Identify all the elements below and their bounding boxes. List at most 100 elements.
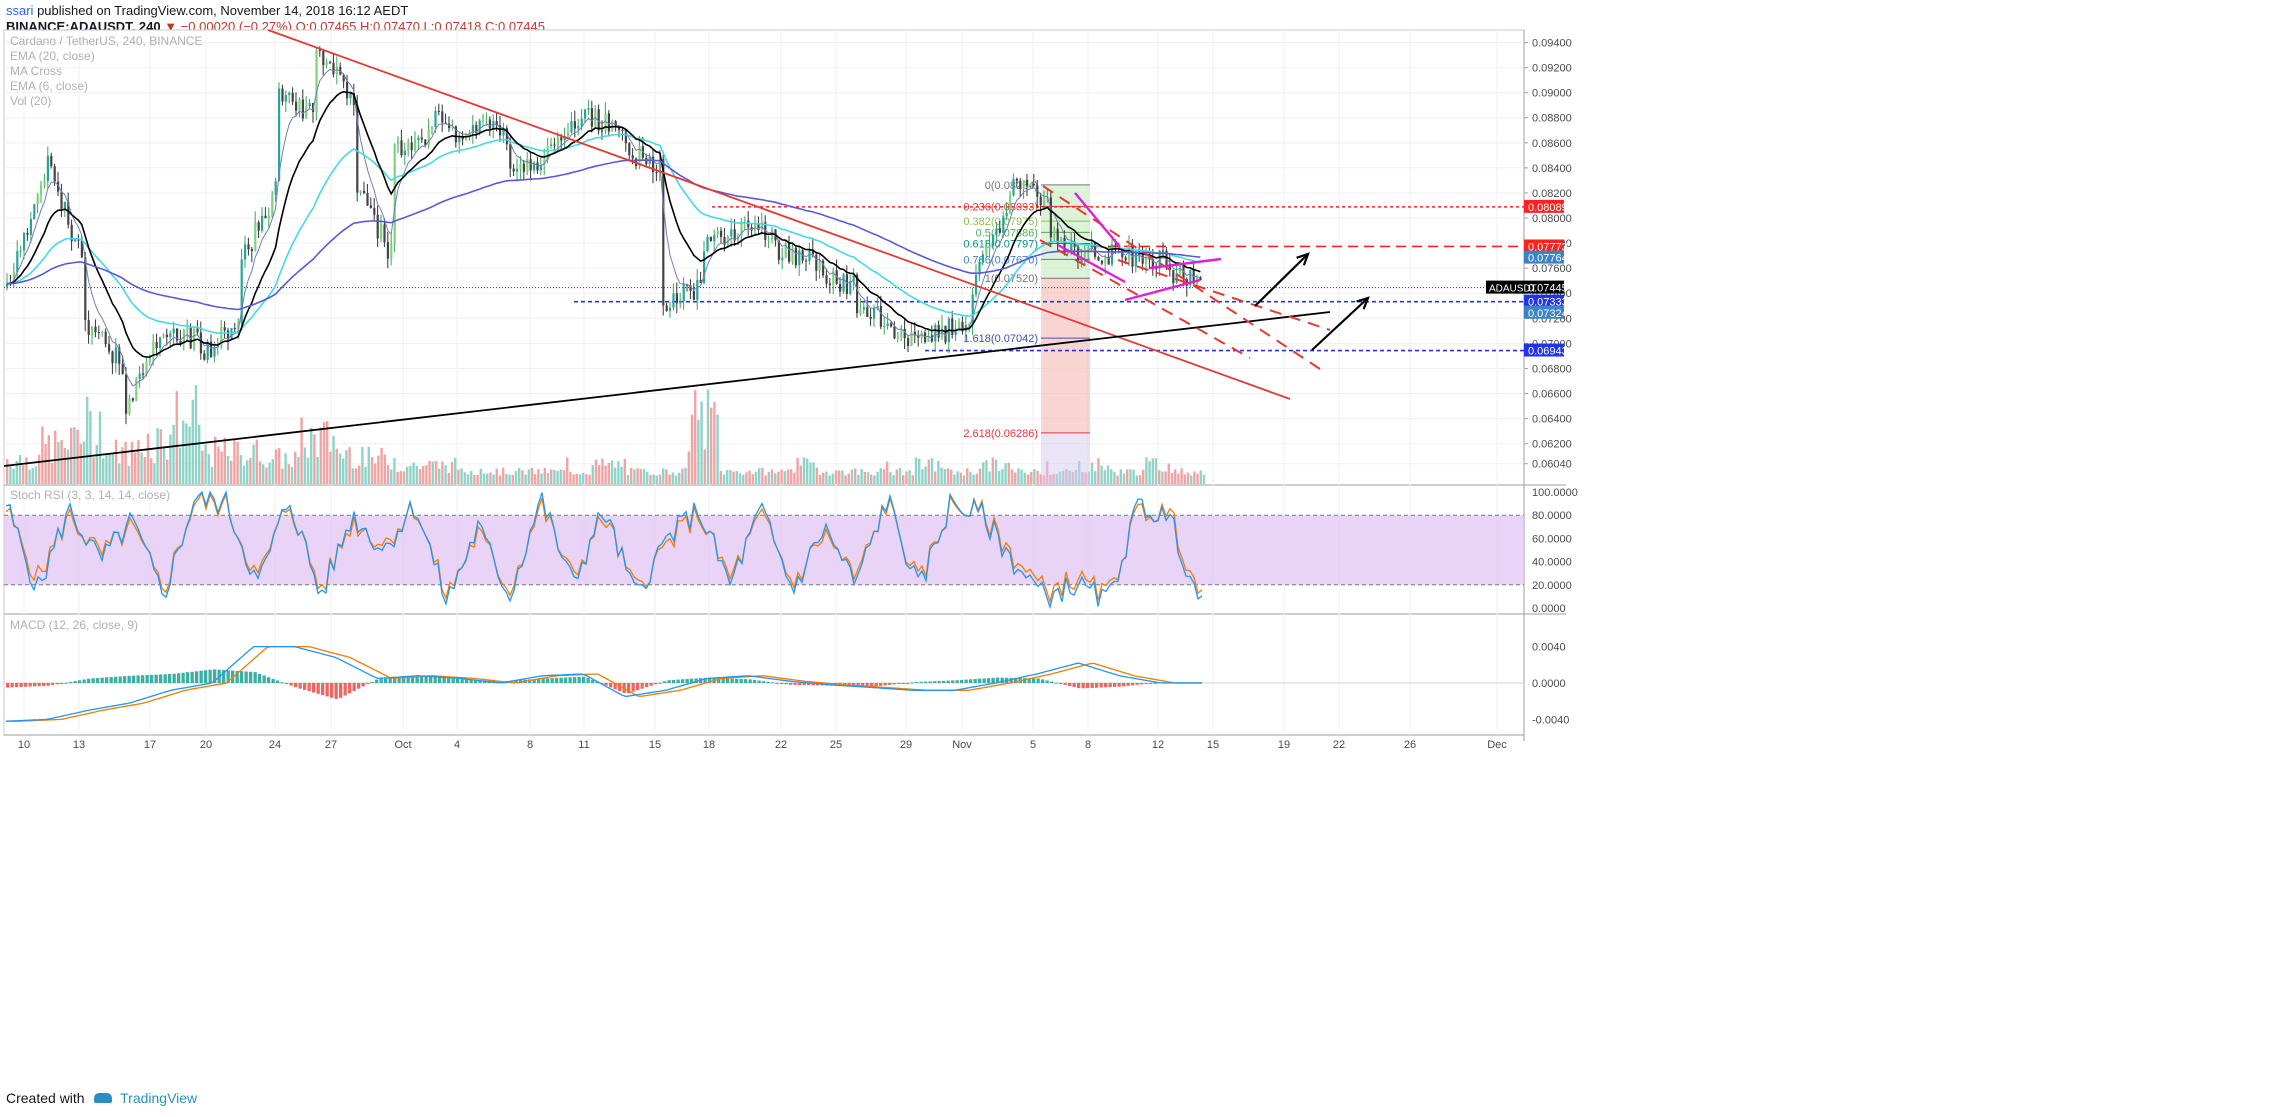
volume-bar: [114, 439, 118, 484]
candle-body: [288, 92, 291, 96]
volume-bar: [572, 474, 575, 484]
macd-histogram-bar: [433, 677, 437, 683]
macd-histogram-bar: [532, 679, 536, 683]
macd-histogram-bar: [1072, 683, 1076, 688]
volume-bar: [1170, 472, 1174, 484]
volume-bar: [982, 462, 985, 484]
candle-body: [1019, 180, 1022, 190]
macd-histogram-bar: [258, 673, 262, 683]
macd-histogram-bar: [586, 677, 590, 683]
candle-body: [682, 284, 685, 302]
volume-bar: [460, 468, 463, 484]
macd-histogram-bar: [168, 674, 172, 683]
volume-bar: [121, 447, 124, 484]
volume-bar: [729, 470, 732, 484]
candle-body: [832, 270, 835, 286]
volume-bar: [764, 475, 767, 484]
volume-bar: [207, 454, 210, 484]
volume-bar: [54, 430, 57, 484]
macd-histogram-bar: [852, 683, 856, 687]
macd-histogram-bar: [744, 679, 748, 683]
macd-histogram-bar: [132, 675, 136, 683]
candle-body: [284, 95, 287, 102]
x-tick-label: 27: [325, 739, 337, 751]
volume-bar: [454, 457, 457, 484]
macd-histogram-bar: [28, 683, 32, 687]
macd-histogram-bar: [361, 683, 365, 687]
volume-bar: [1142, 469, 1145, 484]
candle-body: [257, 222, 260, 231]
candle-body: [720, 230, 723, 238]
volume-bar: [118, 463, 121, 484]
volume-bar: [722, 474, 726, 484]
candle-body: [1155, 268, 1158, 270]
candle-body: [743, 220, 746, 222]
volume-bar: [665, 469, 668, 484]
candle-body: [1094, 242, 1097, 257]
candle-body: [264, 215, 267, 219]
x-tick-label: 26: [1404, 739, 1416, 751]
volume-bar: [89, 410, 92, 484]
volume-bar: [697, 419, 700, 484]
candle-body: [662, 158, 665, 306]
volume-bar: [706, 389, 710, 484]
macd-histogram-bar: [928, 681, 932, 683]
macd-histogram-bar: [271, 678, 275, 683]
volume-bar: [754, 471, 758, 484]
candle-body: [1162, 250, 1165, 252]
candle-body: [220, 327, 223, 346]
candle-body: [420, 137, 423, 140]
macd-histogram-bar: [861, 683, 865, 687]
candle-body: [631, 155, 634, 159]
volume-bar: [911, 475, 914, 484]
candle-body: [23, 232, 26, 251]
volume-bar: [175, 391, 178, 484]
candle-body: [376, 214, 379, 239]
stoch-y-tick-label: 40.0000: [1532, 557, 1572, 569]
volume-bar: [1033, 468, 1036, 484]
macd-histogram-bar: [316, 683, 320, 694]
volume-bar: [431, 461, 434, 484]
volume-bar: [559, 469, 562, 484]
volume-bar: [620, 466, 623, 484]
candle-body: [951, 318, 954, 335]
author-link[interactable]: ssari: [6, 3, 34, 18]
macd-histogram-bar: [784, 683, 788, 685]
macd-histogram-bar: [1135, 683, 1139, 685]
volume-bar: [588, 474, 591, 484]
macd-histogram-bar: [771, 682, 775, 684]
candle-body: [172, 328, 175, 334]
macd-histogram-bar: [235, 670, 239, 683]
candle-body: [890, 323, 893, 327]
candle-body: [233, 328, 236, 330]
macd-histogram-bar: [177, 673, 181, 683]
volume-bar: [582, 472, 585, 484]
candle-body: [1199, 277, 1202, 281]
volume-bar: [719, 471, 722, 484]
macd-histogram-bar: [384, 678, 388, 683]
footer-brand[interactable]: TradingView: [120, 1090, 198, 1106]
x-tick-label: 8: [1085, 739, 1091, 751]
macd-histogram-bar: [1113, 683, 1117, 687]
candle-body: [495, 121, 498, 126]
candle-body: [618, 126, 621, 130]
candle-body: [856, 274, 859, 314]
candle-body: [570, 121, 573, 133]
candle-body: [866, 307, 869, 317]
plot-area: [3, 29, 1525, 736]
candle-body: [291, 92, 294, 102]
volume-bar: [681, 468, 684, 484]
stoch-d-line: [5, 491, 1203, 604]
volume-bar: [258, 461, 262, 484]
volume-bar: [985, 460, 988, 484]
macd-histogram-bar: [6, 683, 10, 688]
volume-bar: [249, 457, 252, 484]
macd-histogram-bar: [546, 678, 550, 683]
volume-bar: [838, 470, 841, 484]
candle-body: [628, 143, 631, 156]
volume-bar: [972, 474, 975, 484]
volume-bar: [66, 449, 70, 484]
macd-histogram-bar: [780, 683, 784, 684]
volume-bar: [482, 473, 486, 484]
